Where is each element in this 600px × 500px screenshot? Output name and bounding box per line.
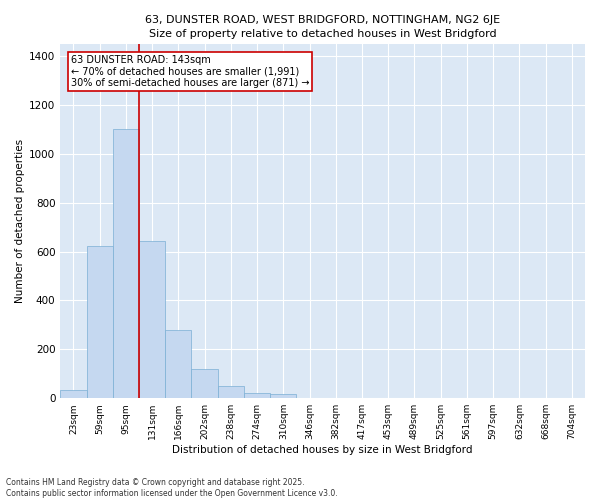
Bar [139,240,165,398]
Bar [270,394,296,398]
Y-axis label: Number of detached properties: Number of detached properties [15,139,25,303]
Text: Contains HM Land Registry data © Crown copyright and database right 2025.
Contai: Contains HM Land Registry data © Crown c… [6,478,338,498]
Bar [86,246,113,398]
Title: 63, DUNSTER ROAD, WEST BRIDGFORD, NOTTINGHAM, NG2 6JE
Size of property relative : 63, DUNSTER ROAD, WEST BRIDGFORD, NOTTIN… [145,15,500,39]
Bar [191,369,218,398]
Bar [60,390,86,398]
X-axis label: Distribution of detached houses by size in West Bridgford: Distribution of detached houses by size … [172,445,473,455]
Bar [244,394,270,398]
Bar [113,130,139,398]
Bar [165,330,191,398]
Bar [218,386,244,398]
Text: 63 DUNSTER ROAD: 143sqm
← 70% of detached houses are smaller (1,991)
30% of semi: 63 DUNSTER ROAD: 143sqm ← 70% of detache… [71,54,309,88]
